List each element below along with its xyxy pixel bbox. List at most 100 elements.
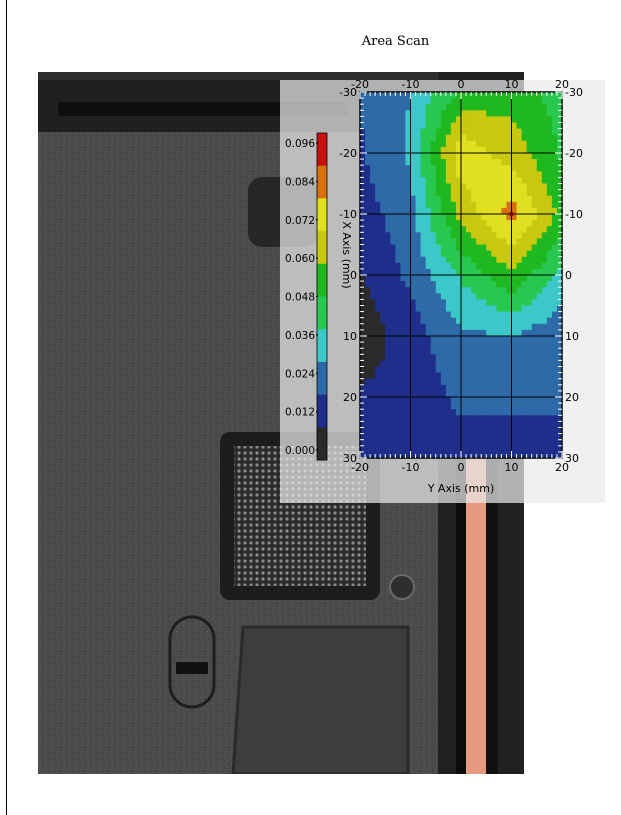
heatmap-cell — [420, 384, 427, 392]
heatmap-cell — [536, 214, 543, 221]
heatmap-cell — [476, 421, 482, 428]
heatmap-cell — [546, 159, 553, 166]
heatmap-cell — [360, 171, 366, 178]
heatmap-cell — [415, 397, 421, 404]
heatmap-cell — [455, 134, 462, 142]
heatmap-cell — [400, 116, 406, 123]
heatmap-cell — [521, 421, 528, 428]
heatmap-cell — [360, 360, 366, 367]
heatmap-cell — [526, 104, 533, 111]
heatmap-cell — [370, 403, 376, 410]
y-tick-label-left: 10 — [343, 330, 357, 343]
heatmap-cell — [536, 366, 543, 373]
heatmap-cell — [526, 366, 533, 373]
heatmap-cell — [506, 256, 512, 264]
heatmap-cell — [415, 348, 421, 355]
heatmap-cell — [440, 336, 447, 343]
heatmap-cell — [461, 250, 467, 258]
heatmap-cell — [410, 354, 416, 361]
heatmap-cell — [370, 336, 376, 343]
heatmap-cell — [471, 275, 477, 282]
heatmap-cell — [420, 268, 427, 276]
heatmap-cell — [415, 287, 421, 294]
heatmap-cell — [516, 348, 522, 355]
heatmap-cell — [450, 427, 457, 434]
chart-title: Area Scan — [361, 34, 430, 49]
heatmap-cell — [395, 451, 401, 459]
heatmap-cell — [481, 415, 487, 422]
heatmap-cell — [526, 226, 533, 233]
heatmap-cell — [445, 201, 452, 209]
heatmap-cell — [486, 165, 492, 172]
heatmap-cell — [385, 226, 391, 233]
heatmap-cell — [360, 140, 366, 148]
heatmap-cell — [491, 98, 497, 105]
heatmap-cell — [501, 451, 507, 459]
heatmap-cell — [541, 195, 548, 203]
heatmap-cell — [511, 92, 517, 99]
heatmap-cell — [496, 451, 502, 459]
heatmap-cell — [410, 439, 416, 447]
heatmap-cell — [380, 220, 386, 227]
heatmap-cell — [511, 445, 517, 453]
heatmap-cell — [425, 177, 432, 184]
heatmap-cell — [450, 128, 457, 136]
heatmap-cell — [481, 214, 487, 221]
heatmap-cell — [380, 275, 386, 282]
heatmap-cell — [400, 140, 406, 148]
heatmap-cell — [466, 293, 472, 300]
heatmap-cell — [496, 183, 502, 190]
heatmap-cell — [546, 311, 553, 319]
heatmap-cell — [430, 415, 437, 422]
heatmap-cell — [390, 220, 396, 227]
heatmap-cell — [536, 378, 543, 386]
heatmap-cell — [415, 214, 421, 221]
heatmap-cell — [471, 397, 477, 404]
heatmap-cell — [440, 159, 447, 166]
heatmap-cell — [516, 311, 522, 319]
heatmap-cell — [455, 146, 462, 154]
heatmap-cell — [390, 281, 396, 288]
heatmap-cell — [375, 195, 381, 203]
heatmap-cell — [415, 98, 421, 105]
heatmap-cell — [551, 397, 558, 404]
heatmap-cell — [385, 360, 391, 367]
heatmap-cell — [481, 439, 487, 447]
heatmap-cell — [551, 104, 558, 111]
heatmap-cell — [491, 342, 497, 349]
heatmap-cell — [435, 165, 442, 172]
heatmap-cell — [526, 336, 533, 343]
heatmap-cell — [501, 445, 507, 453]
heatmap-cell — [496, 268, 502, 276]
heatmap-cell — [455, 354, 462, 361]
heatmap-cell — [375, 329, 381, 337]
heatmap-cell — [536, 146, 543, 154]
heatmap-cell — [546, 329, 553, 337]
heatmap-cell — [450, 183, 457, 190]
heatmap-cell — [395, 311, 401, 319]
heatmap-cell — [420, 153, 427, 160]
heatmap-cell — [365, 409, 371, 416]
heatmap-cell — [455, 390, 462, 398]
heatmap-cell — [420, 323, 427, 331]
heatmap-cell — [521, 92, 528, 99]
heatmap-cell — [450, 207, 457, 215]
heatmap-cell — [400, 146, 406, 154]
heatmap-cell — [476, 366, 482, 373]
heatmap-cell — [526, 183, 533, 190]
heatmap-cell — [380, 128, 386, 136]
heatmap-cell — [365, 445, 371, 453]
heatmap-cell — [430, 366, 437, 373]
heatmap-cell — [390, 323, 396, 331]
heatmap-cell — [375, 403, 381, 410]
heatmap-cell — [511, 232, 517, 239]
heatmap-cell — [375, 110, 381, 117]
heatmap-cell — [445, 226, 452, 233]
heatmap-cell — [556, 98, 563, 105]
heatmap-cell — [496, 232, 502, 239]
heatmap-cell — [370, 195, 376, 203]
heatmap-cell — [466, 378, 472, 386]
heatmap-cell — [491, 299, 497, 306]
heatmap-cell — [445, 433, 452, 441]
heatmap-cell — [481, 256, 487, 264]
